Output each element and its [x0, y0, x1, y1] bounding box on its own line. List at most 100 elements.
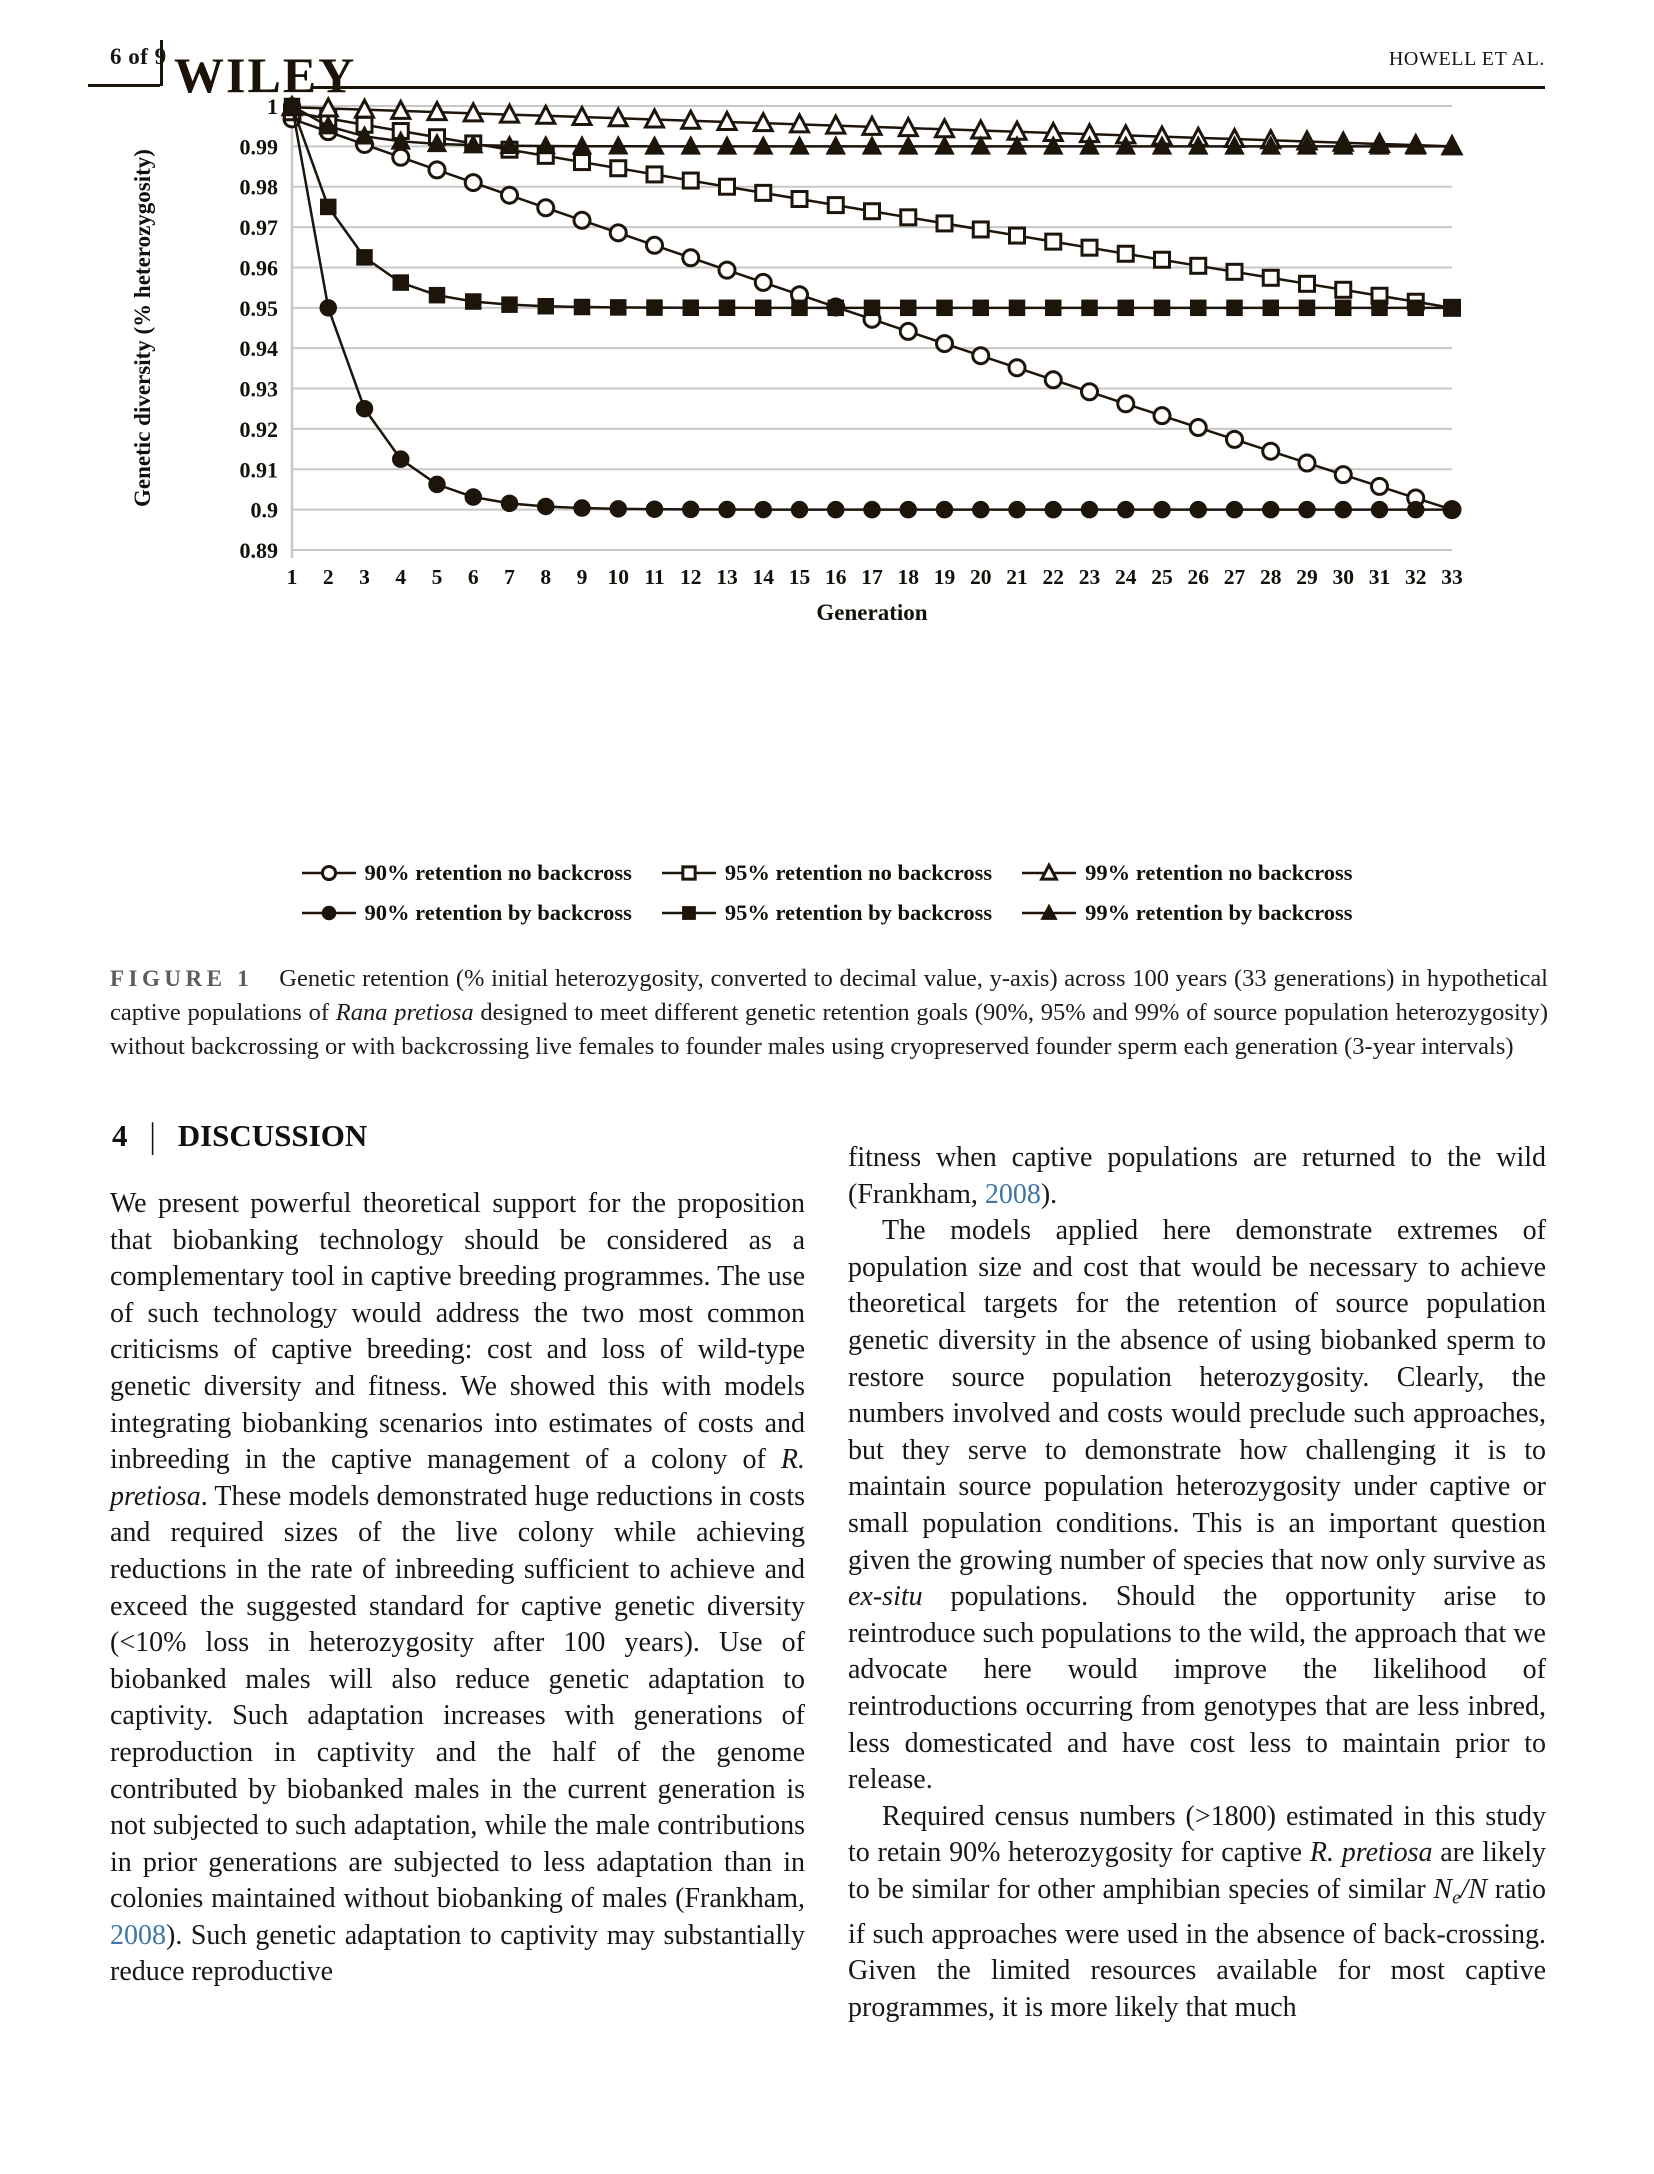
- filled-triangle-marker-icon: [1022, 903, 1077, 920]
- paragraph: We present powerful theoretical support …: [110, 1186, 805, 1991]
- figure-caption-label: FIGURE 1: [110, 966, 254, 991]
- legend-label: 90% retention by backcross: [364, 900, 632, 925]
- header-divider: [160, 40, 163, 86]
- svg-text:3: 3: [359, 565, 370, 589]
- svg-text:11: 11: [644, 565, 664, 589]
- text-run: ). Such genetic adaptation to captivity …: [110, 1919, 805, 1988]
- svg-text:22: 22: [1043, 565, 1065, 589]
- svg-text:0.91: 0.91: [240, 457, 279, 482]
- text-run: e: [1452, 1887, 1461, 1909]
- open-square-marker-icon: [661, 865, 716, 881]
- discussion-left-column: We present powerful theoretical support …: [110, 1186, 805, 1991]
- filled-circle-marker-icon: [301, 905, 356, 921]
- svg-text:12: 12: [680, 565, 702, 589]
- svg-text:6: 6: [468, 565, 479, 589]
- header-rule-left: [88, 84, 160, 87]
- text-run: The models applied here demonstrate extr…: [848, 1215, 1546, 1576]
- header-rule-right: [312, 86, 1545, 89]
- wiley-logo: WILEY: [174, 47, 357, 103]
- legend-item: 90% retention no backcross: [301, 860, 632, 886]
- svg-text:5: 5: [432, 565, 443, 589]
- svg-text:15: 15: [789, 565, 811, 589]
- svg-text:28: 28: [1260, 565, 1282, 589]
- text-run: /N: [1460, 1873, 1488, 1905]
- svg-text:32: 32: [1405, 565, 1427, 589]
- svg-text:10: 10: [608, 565, 630, 589]
- svg-text:31: 31: [1369, 565, 1391, 589]
- text-run: . These models demonstrated huge reducti…: [110, 1480, 805, 1915]
- text-run: N: [1433, 1873, 1453, 1905]
- open-circle-marker-icon: [301, 864, 356, 882]
- running-head: HOWELL ET AL.: [1388, 48, 1545, 70]
- paragraph: The models applied here demonstrate extr…: [848, 1213, 1546, 1799]
- svg-text:0.99: 0.99: [240, 134, 279, 159]
- legend-row-by-backcross: 90% retention by backcross 95% retention …: [301, 900, 1352, 926]
- series-95-retention-by-backcross: [283, 97, 1461, 317]
- svg-text:27: 27: [1224, 565, 1246, 589]
- text-run: are likely to be similar for other amphi…: [848, 1837, 1546, 1905]
- text-run: ratio if such approaches were used in th…: [848, 1873, 1547, 2023]
- svg-text:0.97: 0.97: [240, 215, 279, 240]
- open-triangle-marker-icon: [1022, 862, 1077, 881]
- legend-label: 95% retention no backcross: [724, 860, 993, 885]
- citation-link[interactable]: 2008: [984, 1178, 1041, 1210]
- svg-text:0.94: 0.94: [240, 336, 279, 361]
- legend-item: 95% retention no backcross: [661, 860, 993, 886]
- page-number: 6 of 9: [110, 44, 167, 69]
- svg-text:33: 33: [1441, 565, 1463, 589]
- svg-text:0.96: 0.96: [240, 255, 279, 280]
- text-run: R. pretiosa: [1309, 1837, 1433, 1869]
- svg-text:2: 2: [323, 565, 334, 589]
- svg-text:29: 29: [1296, 565, 1318, 589]
- text-run: Rana pretiosa: [335, 999, 474, 1026]
- svg-text:19: 19: [934, 565, 956, 589]
- svg-text:26: 26: [1188, 565, 1210, 589]
- filled-square-marker-icon: [661, 906, 716, 920]
- discussion-right-column: fitness when captive populations are ret…: [848, 1140, 1546, 2027]
- svg-text:24: 24: [1115, 565, 1137, 589]
- text-run: designed to meet different genetic reten…: [110, 999, 1548, 1060]
- legend-label: 95% retention by backcross: [724, 900, 993, 925]
- series-90-retention-no-backcross: [282, 109, 1462, 520]
- legend-item: 99% retention by backcross: [1022, 900, 1352, 926]
- svg-text:0.89: 0.89: [240, 538, 279, 563]
- paragraph: fitness when captive populations are ret…: [848, 1140, 1546, 1213]
- figure-caption-text: Genetic retention (% initial heterozygos…: [110, 965, 1548, 1060]
- section-heading: 4 | DISCUSSION: [112, 1115, 368, 1155]
- svg-text:14: 14: [753, 565, 775, 589]
- section-title: DISCUSSION: [177, 1118, 368, 1153]
- svg-text:23: 23: [1079, 565, 1101, 589]
- svg-text:Generation: Generation: [816, 600, 927, 625]
- svg-text:1: 1: [267, 94, 278, 119]
- svg-text:Genetic diversity (% heterozyg: Genetic diversity (% heterozygosity): [130, 149, 155, 507]
- figure-1-chart: 1 0.99 0.98 0.97 0.96 0.95 0.94 0.93 0.92 0.91 0.9…: [120, 92, 1500, 640]
- svg-text:13: 13: [716, 565, 738, 589]
- legend-row-no-backcross: 90% retention no backcross 95% retention …: [301, 860, 1352, 886]
- text-run: Genetic retention (% initial heterozygos…: [110, 965, 1548, 1026]
- figure-caption: FIGURE 1 Genetic retention (% initial het…: [110, 962, 1548, 1064]
- svg-text:20: 20: [970, 565, 992, 589]
- chart-legend: 90% retention no backcross 95% retention …: [0, 860, 1654, 926]
- svg-text:17: 17: [861, 565, 883, 589]
- legend-label: 99% retention no backcross: [1085, 860, 1353, 885]
- svg-text:0.95: 0.95: [240, 296, 279, 321]
- svg-text:0.93: 0.93: [240, 377, 279, 402]
- text-run: We present powerful theoretical support …: [110, 1188, 805, 1476]
- svg-text:1: 1: [287, 565, 298, 589]
- svg-text:0.9: 0.9: [251, 498, 279, 523]
- legend-item: 90% retention by backcross: [301, 900, 632, 926]
- series-99-retention-by-backcross: [281, 94, 1463, 155]
- legend-item: 99% retention no backcross: [1022, 860, 1352, 886]
- svg-text:0.92: 0.92: [240, 417, 279, 442]
- text-run: Required census numbers (>1800) estimate…: [848, 1800, 1546, 1869]
- text-run: R. pretiosa: [110, 1444, 805, 1512]
- citation-link[interactable]: 2008: [110, 1919, 166, 1951]
- svg-text:21: 21: [1006, 565, 1028, 589]
- text-run: ).: [1040, 1178, 1058, 1210]
- svg-text:8: 8: [540, 565, 551, 589]
- section-number: 4: [112, 1118, 128, 1153]
- svg-text:16: 16: [825, 565, 847, 589]
- legend-label: 90% retention no backcross: [364, 860, 632, 885]
- svg-text:4: 4: [395, 565, 406, 589]
